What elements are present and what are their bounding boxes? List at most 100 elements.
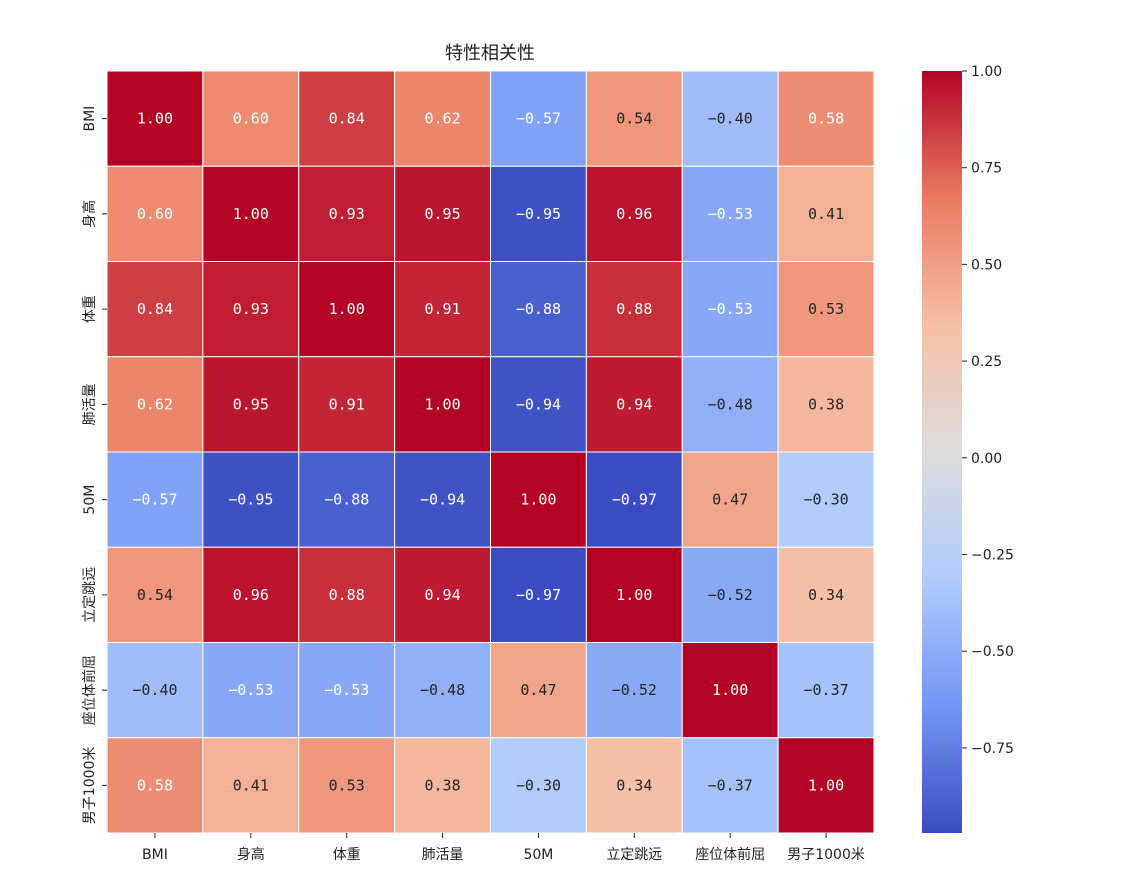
- cell-value-label: 0.47: [712, 491, 748, 509]
- cell-value-label: −0.95: [516, 205, 561, 223]
- x-tick-label: 身高: [237, 846, 265, 863]
- heatmap-cell: [394, 356, 491, 453]
- cell-value-label: −0.88: [516, 300, 561, 318]
- x-tick-label: BMI: [142, 847, 168, 863]
- cell-value-label: −0.53: [708, 300, 753, 318]
- heatmap-cell: [298, 451, 396, 548]
- y-tick-label: 体重: [82, 295, 98, 323]
- cell-value-label: 0.60: [137, 205, 173, 223]
- cell-value-label: 0.94: [616, 395, 652, 413]
- cell-value-label: 1.00: [616, 586, 652, 604]
- heatmap-cell: [777, 165, 875, 262]
- cell-value-label: −0.48: [708, 395, 753, 413]
- cell-value-label: 0.91: [425, 300, 461, 318]
- x-tick-label: 立定跳远: [606, 847, 662, 863]
- cell-value-label: 0.53: [808, 300, 844, 318]
- cell-value-label: 0.60: [233, 110, 269, 128]
- heatmap-cell: [585, 261, 683, 358]
- y-tick-label: 身高: [81, 200, 98, 228]
- heatmap-cell: [490, 165, 587, 262]
- cell-value-label: 1.00: [712, 681, 748, 699]
- cell-value-label: 0.41: [808, 205, 844, 223]
- heatmap-cell: [681, 165, 779, 262]
- x-axis: BMI 身高 体重 肺活量 50M 立定跳远 座位体前屈 男子1000米: [142, 833, 865, 863]
- cell-value-label: −0.48: [420, 681, 465, 699]
- heatmap-cell: [777, 451, 875, 548]
- cell-value-label: 1.00: [520, 491, 556, 509]
- cell-value-label: −0.94: [420, 491, 465, 509]
- heatmap-cell: [298, 261, 396, 358]
- cell-value-label: 0.95: [425, 205, 461, 223]
- colorbar-tick-label: 0.75: [971, 161, 1002, 177]
- cell-value-label: −0.53: [708, 205, 753, 223]
- heatmap-cell: [490, 356, 587, 453]
- y-tick-label: BMI: [82, 106, 98, 132]
- heatmap-cell: [681, 356, 779, 453]
- y-tick-label: 男子1000米: [82, 747, 98, 825]
- cell-value-label: 0.62: [137, 395, 173, 413]
- heatmap-cell: [106, 356, 204, 453]
- colorbar: 1.00 0.75 0.50 0.25 0.00 −0.25 −0.50 −0.75: [922, 64, 1014, 833]
- x-tick-label: 座位体前屈: [695, 846, 765, 863]
- heatmap-cell: [394, 165, 491, 262]
- cell-value-label: 0.54: [616, 110, 652, 128]
- cell-value-label: 0.58: [808, 110, 844, 128]
- heatmap-cell: [394, 261, 491, 358]
- x-tick-label: 体重: [333, 847, 361, 863]
- heatmap-cell: [681, 642, 779, 739]
- cell-value-label: 0.84: [329, 110, 365, 128]
- heatmap-cell: [777, 642, 875, 739]
- cell-value-label: 0.47: [520, 681, 556, 699]
- heatmap-cell: [585, 451, 683, 548]
- cell-value-label: 0.88: [616, 300, 652, 318]
- heatmap-cell: [394, 70, 491, 167]
- heatmap-cell: [298, 642, 396, 739]
- heatmap-cell: [490, 451, 587, 548]
- cell-value-label: −0.40: [708, 110, 753, 128]
- heatmap-cell: [585, 546, 683, 643]
- cell-value-label: 0.88: [329, 586, 365, 604]
- colorbar-gradient: [922, 71, 962, 833]
- heatmap-cell: [202, 261, 300, 358]
- heatmap-cell: [490, 70, 587, 167]
- cell-value-label: 0.96: [616, 205, 652, 223]
- heatmap-cell: [585, 70, 683, 167]
- heatmap-cell: [202, 546, 300, 643]
- cell-value-label: 0.94: [425, 586, 461, 604]
- heatmap-cell: [394, 451, 491, 548]
- colorbar-tick-label: −0.75: [971, 741, 1014, 757]
- y-tick-label: 50M: [82, 485, 98, 515]
- heatmap-cell: [681, 546, 779, 643]
- heatmap-cell: [202, 70, 300, 167]
- heatmap-cell: [298, 737, 396, 834]
- colorbar-tick-label: 0.25: [971, 354, 1002, 370]
- cell-value-label: −0.97: [516, 586, 561, 604]
- heatmap-cell: [777, 546, 875, 643]
- x-tick-label: 男子1000米: [787, 847, 865, 863]
- y-tick-label: 立定跳远: [82, 567, 98, 623]
- cell-value-label: 0.91: [329, 395, 365, 413]
- cell-value-label: 0.93: [233, 300, 269, 318]
- x-tick-label: 50M: [523, 847, 553, 863]
- colorbar-tick-label: 1.00: [971, 64, 1002, 80]
- x-tick-label: 肺活量: [422, 847, 464, 863]
- colorbar-tick-label: −0.50: [971, 644, 1014, 660]
- cell-value-label: 0.54: [137, 586, 173, 604]
- cell-value-label: 1.00: [233, 205, 269, 223]
- cell-value-label: −0.30: [516, 776, 561, 794]
- cell-value-label: −0.53: [324, 681, 369, 699]
- cell-value-label: 1.00: [425, 395, 461, 413]
- cell-value-label: 0.96: [233, 586, 269, 604]
- cell-value-label: −0.97: [612, 491, 657, 509]
- cell-value-label: 0.41: [233, 776, 269, 794]
- heatmap-cells: 1.00 0.60 0.84 0.62 −0.57 0.54 −0.40 0.58 0.60 1.…: [106, 70, 875, 834]
- heatmap-cell: [202, 165, 300, 262]
- cell-value-label: 0.58: [137, 776, 173, 794]
- cell-value-label: −0.52: [708, 586, 753, 604]
- cell-value-label: 0.34: [616, 776, 652, 794]
- cell-value-label: 0.84: [137, 300, 173, 318]
- cell-value-label: 1.00: [137, 110, 173, 128]
- y-tick-label: 肺活量: [82, 383, 98, 425]
- cell-value-label: 1.00: [808, 776, 844, 794]
- heatmap-cell: [585, 642, 683, 739]
